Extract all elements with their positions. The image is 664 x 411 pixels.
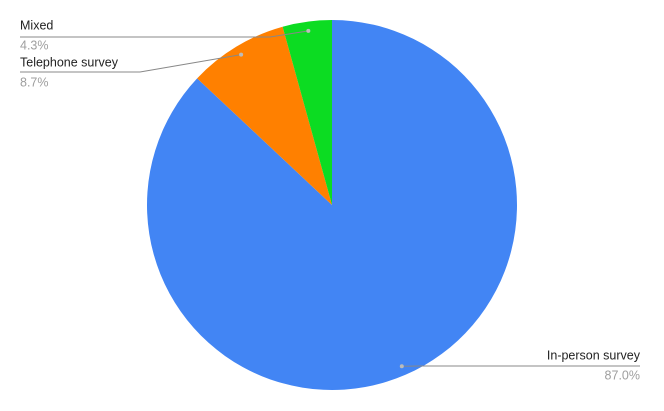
leader-line: [20, 54, 242, 73]
leader-dot: [399, 364, 404, 369]
slice-label: Telephone survey: [20, 55, 119, 69]
pie-slice: [282, 20, 332, 205]
pie-slice: [197, 26, 332, 205]
slice-value: 8.7%: [20, 75, 49, 89]
slice-value: 87.0%: [605, 368, 640, 382]
leader-dot: [306, 28, 311, 33]
slice-label: In-person survey: [547, 348, 641, 362]
leader-dot: [239, 52, 244, 57]
leader-line: [20, 30, 309, 38]
pie-slice: [147, 20, 518, 390]
slice-value: 4.3%: [20, 38, 49, 52]
slice-label: Mixed: [20, 18, 53, 32]
